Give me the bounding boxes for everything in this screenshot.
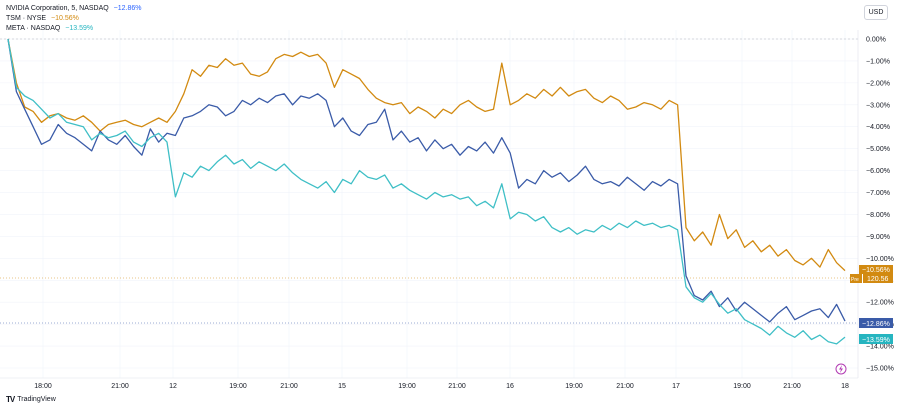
x-tick-label: 19:00 — [733, 383, 751, 390]
x-tick-label: 21:00 — [280, 383, 298, 390]
svg-text:−12.86%: −12.86% — [862, 321, 890, 328]
meta-pct-badge: −13.59% — [859, 334, 893, 344]
legend-tsm-change: −10.56% — [51, 15, 79, 22]
currency-button[interactable]: USD — [864, 5, 888, 20]
y-tick-label: −12.00% — [866, 300, 894, 307]
legend-meta-change: −13.59% — [65, 25, 94, 32]
y-tick-label: −5.00% — [866, 146, 890, 153]
legend-nvda-name: NVIDIA Corporation, 5, NASDAQ — [6, 5, 109, 12]
series-line-meta[interactable] — [7, 38, 846, 345]
legend-meta-name: META · NASDAQ — [6, 25, 61, 32]
y-tick-label: −14.00% — [866, 344, 894, 351]
tradingview-logo-icon: TV — [6, 395, 15, 404]
time-axis[interactable]: 18:00 21:00 12 19:00 21:00 15 19:00 21:00 16 19:0… — [34, 383, 849, 390]
x-tick-label: 15 — [338, 383, 346, 390]
x-tick-label: 19:00 — [229, 383, 247, 390]
y-tick-label: −3.00% — [866, 102, 890, 109]
y-tick-label: −7.00% — [866, 190, 890, 197]
x-tick-label: 21:00 — [616, 383, 634, 390]
y-tick-label: −2.00% — [866, 80, 890, 87]
tsm-price-badge: Pre 120.56 — [850, 274, 893, 283]
x-tick-label: 21:00 — [783, 383, 801, 390]
svg-text:−13.59%: −13.59% — [862, 337, 890, 344]
legend-tsm-name: TSM · NYSE — [6, 15, 47, 22]
legend-row-nvda[interactable]: NVIDIA Corporation, 5, NASDAQ −12.86% — [6, 4, 142, 14]
x-tick-label: 19:00 — [565, 383, 583, 390]
y-tick-label: −10.00% — [866, 256, 894, 263]
legend-row-tsm[interactable]: TSM · NYSE −10.56% — [6, 14, 142, 24]
y-tick-label: −1.00% — [866, 58, 890, 65]
svg-text:−10.56%: −10.56% — [862, 267, 890, 274]
y-tick-label: 0.00% — [866, 37, 886, 44]
x-tick-label: 19:00 — [398, 383, 416, 390]
legend-nvda-change: −12.86% — [113, 5, 142, 12]
x-tick-label: 16 — [506, 383, 514, 390]
x-tick-label: 12 — [169, 383, 177, 390]
y-tick-label: −9.00% — [866, 234, 890, 241]
tradingview-brand[interactable]: TV TradingView — [6, 395, 56, 404]
svg-text:120.56: 120.56 — [867, 276, 889, 283]
series-line-tsm[interactable] — [7, 38, 846, 272]
lightning-event-icon[interactable] — [835, 363, 847, 375]
tradingview-wordmark: TradingView — [17, 396, 56, 403]
x-tick-label: 21:00 — [448, 383, 466, 390]
tsm-pct-badge: −10.56% — [859, 265, 893, 274]
series-layer — [7, 38, 846, 345]
x-tick-label: 18:00 — [34, 383, 52, 390]
x-tick-label: 21:00 — [111, 383, 129, 390]
legend-row-meta[interactable]: META · NASDAQ −13.59% — [6, 24, 142, 34]
x-tick-label: 17 — [672, 383, 680, 390]
x-tick-label: 18 — [841, 383, 849, 390]
series-line-nvda[interactable] — [7, 38, 846, 323]
legend: NVIDIA Corporation, 5, NASDAQ −12.86% TS… — [6, 4, 142, 34]
svg-text:Pre: Pre — [851, 277, 859, 283]
y-tick-label: −6.00% — [866, 168, 890, 175]
y-tick-label: −15.00% — [866, 366, 894, 373]
y-tick-label: −8.00% — [866, 212, 890, 219]
nvda-pct-badge: −12.86% — [859, 318, 893, 328]
grid — [0, 30, 858, 378]
y-tick-label: −4.00% — [866, 124, 890, 131]
